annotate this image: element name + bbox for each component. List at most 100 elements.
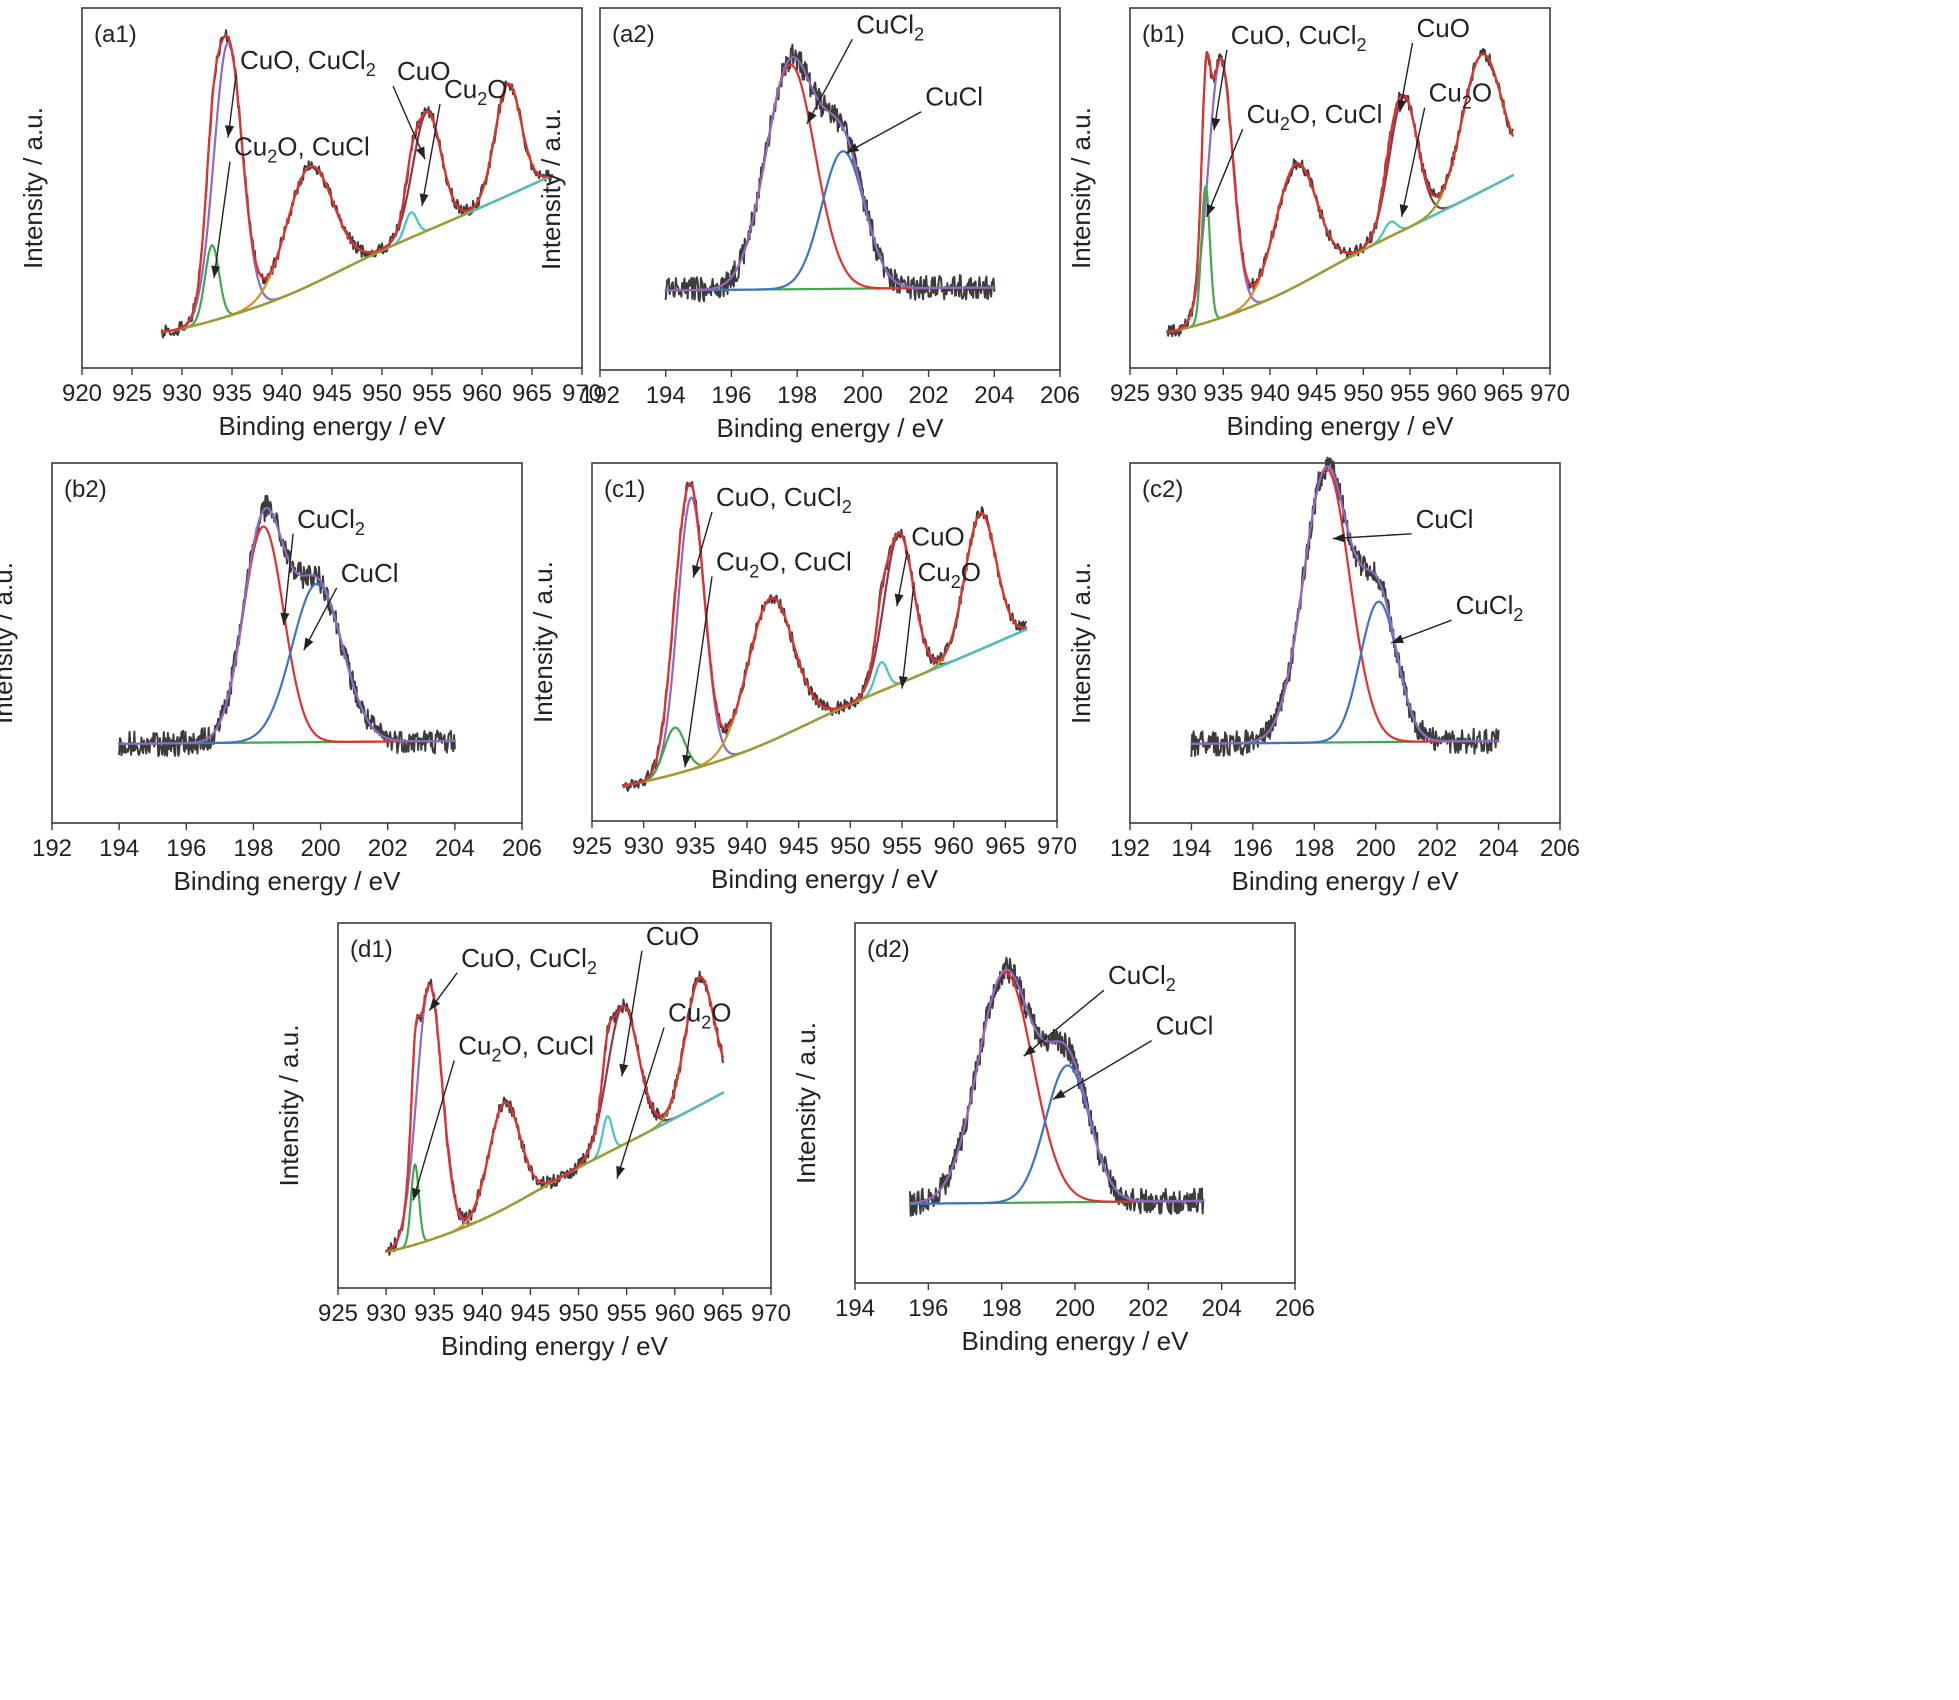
background-line (162, 175, 552, 332)
x-tick-label: 925 (112, 380, 152, 407)
x-tick-label: 200 (301, 835, 341, 862)
y-axis-label: Intensity / a.u. (1066, 562, 1096, 724)
x-tick-label: 930 (366, 1300, 406, 1327)
peak-annotation: CuCl2 (297, 504, 365, 539)
annotation-arrow (846, 112, 921, 153)
annotation-arrowhead (1400, 204, 1409, 217)
y-axis-label: Intensity / a.u. (536, 108, 566, 270)
panel-label: (d2) (867, 936, 910, 963)
annotation-arrowhead (1333, 533, 1345, 542)
x-tick-label: 204 (974, 382, 1014, 409)
peak-annotation: CuCl2 (1456, 590, 1524, 625)
x-tick-label: 204 (435, 835, 475, 862)
y-axis-label: Intensity / a.u. (791, 1022, 821, 1184)
x-tick-label: 960 (462, 380, 502, 407)
annotation-arrow (1214, 50, 1227, 130)
x-tick-label: 200 (1356, 835, 1396, 862)
chart-panel-c2: 192 194 196 198 200 202 204 206 Binding energy /… (1055, 455, 1575, 905)
annotation-arrowhead (304, 638, 314, 651)
annotation-arrowhead (225, 125, 234, 138)
peak-line (1191, 602, 1498, 744)
x-tick-label: 196 (711, 382, 751, 409)
peak-line (386, 1093, 723, 1252)
peak-annotation: Cu2O (668, 998, 732, 1033)
peak-annotation: CuCl (925, 82, 983, 112)
chart-panel-d1: 925 930 935 940 945 950 955 960 965 970 Binding en… (265, 915, 785, 1365)
peak-annotation: Cu2O, CuCl (1247, 99, 1383, 134)
x-tick-label: 940 (727, 833, 767, 860)
x-tick-label: 202 (368, 835, 408, 862)
chart-svg-d2: 194 196 198 200 202 204 206Binding energy / eV… (790, 915, 1320, 1365)
raw-spectrum-line (119, 496, 455, 756)
x-tick-label: 960 (934, 833, 974, 860)
panel-label: (a2) (612, 21, 655, 48)
chart-panel-a1: 920 925 930 935 940 945 950 955 960 965 970 Binding… (0, 0, 600, 450)
annotation-arrow (902, 587, 914, 688)
x-tick-label: 196 (166, 835, 206, 862)
x-tick-label: 196 (908, 1295, 948, 1322)
x-tick-label: 202 (1128, 1295, 1168, 1322)
annotation-arrow (617, 1028, 664, 1179)
chart-panel-a2: 192 194 196 198 200 202 204 206 Binding energy /… (530, 0, 1060, 450)
x-axis-label: Binding energy / eV (711, 864, 939, 894)
panel-label: (c1) (604, 476, 645, 503)
x-tick-label: 925 (572, 833, 612, 860)
raw-spectrum-line (910, 958, 1203, 1216)
peak-annotation: Cu2O (444, 74, 508, 109)
peak-line (666, 151, 995, 290)
x-tick-label: 950 (559, 1300, 599, 1327)
panel-label: (d1) (350, 936, 393, 963)
x-tick-label: 935 (1203, 380, 1243, 407)
x-tick-label: 925 (1110, 380, 1150, 407)
panel-label: (b2) (64, 476, 107, 503)
peak-line (386, 1093, 723, 1252)
peak-line (119, 584, 455, 744)
x-tick-label: 960 (655, 1300, 695, 1327)
peak-annotation: Cu2O (918, 557, 982, 592)
x-axis-label: Binding energy / eV (962, 1326, 1190, 1356)
x-tick-label: 194 (99, 835, 139, 862)
annotation-arrow (685, 576, 712, 767)
x-tick-label: 945 (779, 833, 819, 860)
annotation-arrowhead (420, 193, 429, 206)
x-tick-label: 204 (1479, 835, 1519, 862)
x-tick-label: 930 (624, 833, 664, 860)
annotation-arrowhead (1053, 1089, 1066, 1099)
x-tick-label: 930 (162, 380, 202, 407)
x-tick-label: 940 (462, 1300, 502, 1327)
x-tick-label: 940 (1250, 380, 1290, 407)
x-tick-label: 202 (909, 382, 949, 409)
x-axis-label: Binding energy / eV (1232, 866, 1460, 896)
x-tick-label: 192 (1110, 835, 1150, 862)
chart-svg-a1: 920 925 930 935 940 945 950 955 960 965 970 Binding… (0, 0, 600, 450)
x-tick-label: 965 (1483, 380, 1523, 407)
peak-line (386, 1093, 723, 1252)
peak-annotation: CuO, CuCl2 (716, 482, 852, 517)
peak-line (162, 84, 552, 332)
x-tick-label: 925 (318, 1300, 358, 1327)
peak-annotation: Cu2O, CuCl (716, 546, 852, 581)
peak-annotation: CuCl (1156, 1011, 1214, 1041)
x-tick-label: 955 (412, 380, 452, 407)
x-tick-label: 935 (675, 833, 715, 860)
peak-annotation: CuCl (341, 558, 399, 588)
peak-annotation: CuO, CuCl2 (240, 45, 376, 80)
chart-svg-c2: 192 194 196 198 200 202 204 206Binding energy /… (1055, 455, 1575, 905)
chart-panel-b1: 925 930 935 940 945 950 955 960 965 970 Binding en… (1055, 0, 1575, 450)
x-axis-label: Binding energy / eV (1227, 411, 1455, 441)
peak-annotation: Cu2O (1429, 78, 1493, 113)
annotation-arrowhead (1211, 118, 1220, 131)
panel-label: (a1) (94, 21, 137, 48)
x-tick-label: 935 (212, 380, 252, 407)
peak-annotation: CuCl2 (1108, 960, 1176, 995)
annotation-arrowhead (895, 594, 904, 607)
panel-label: (c2) (1142, 476, 1183, 503)
x-axis-label: Binding energy / eV (441, 1331, 669, 1361)
x-tick-label: 955 (882, 833, 922, 860)
peak-annotation: Cu2O, CuCl (458, 1030, 594, 1065)
annotation-arrowhead (682, 755, 691, 768)
peak-annotation: CuO, CuCl2 (461, 943, 597, 978)
plot-frame (52, 463, 522, 823)
x-tick-label: 198 (1294, 835, 1334, 862)
y-axis-label: Intensity / a.u. (1066, 107, 1096, 269)
